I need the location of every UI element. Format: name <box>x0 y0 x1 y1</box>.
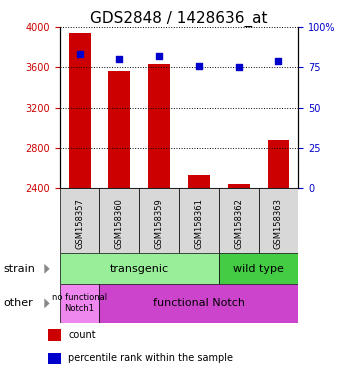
Bar <box>48 353 61 364</box>
Point <box>157 53 162 59</box>
Text: GSM158363: GSM158363 <box>274 198 283 249</box>
Point <box>276 58 281 64</box>
Bar <box>228 184 250 188</box>
Bar <box>48 329 61 341</box>
Text: GSM158359: GSM158359 <box>154 198 164 249</box>
Bar <box>188 175 210 188</box>
Bar <box>219 253 298 284</box>
Bar <box>69 33 90 188</box>
Bar <box>100 188 139 253</box>
Text: other: other <box>3 298 33 308</box>
Text: GSM158362: GSM158362 <box>234 198 243 249</box>
Bar <box>139 188 179 253</box>
Point <box>77 51 82 57</box>
Bar <box>60 253 219 284</box>
Point <box>236 64 241 70</box>
Bar <box>179 188 219 253</box>
Text: percentile rank within the sample: percentile rank within the sample <box>68 353 233 363</box>
Bar <box>258 188 298 253</box>
Point <box>117 56 122 62</box>
Bar <box>60 188 100 253</box>
Bar <box>268 140 290 188</box>
Text: GSM158357: GSM158357 <box>75 198 84 249</box>
Text: count: count <box>68 330 96 340</box>
Text: GSM158361: GSM158361 <box>194 198 204 249</box>
Bar <box>100 284 298 323</box>
Text: no functional
Notch1: no functional Notch1 <box>52 293 107 313</box>
Bar <box>219 188 258 253</box>
Text: GSM158360: GSM158360 <box>115 198 124 249</box>
Text: strain: strain <box>3 264 35 274</box>
Text: functional Notch: functional Notch <box>153 298 245 308</box>
Point <box>196 63 202 69</box>
Text: transgenic: transgenic <box>110 264 169 274</box>
Text: wild type: wild type <box>233 264 284 274</box>
Title: GDS2848 / 1428636_at: GDS2848 / 1428636_at <box>90 11 268 27</box>
Bar <box>108 71 130 188</box>
Bar <box>148 64 170 188</box>
Bar <box>60 284 100 323</box>
